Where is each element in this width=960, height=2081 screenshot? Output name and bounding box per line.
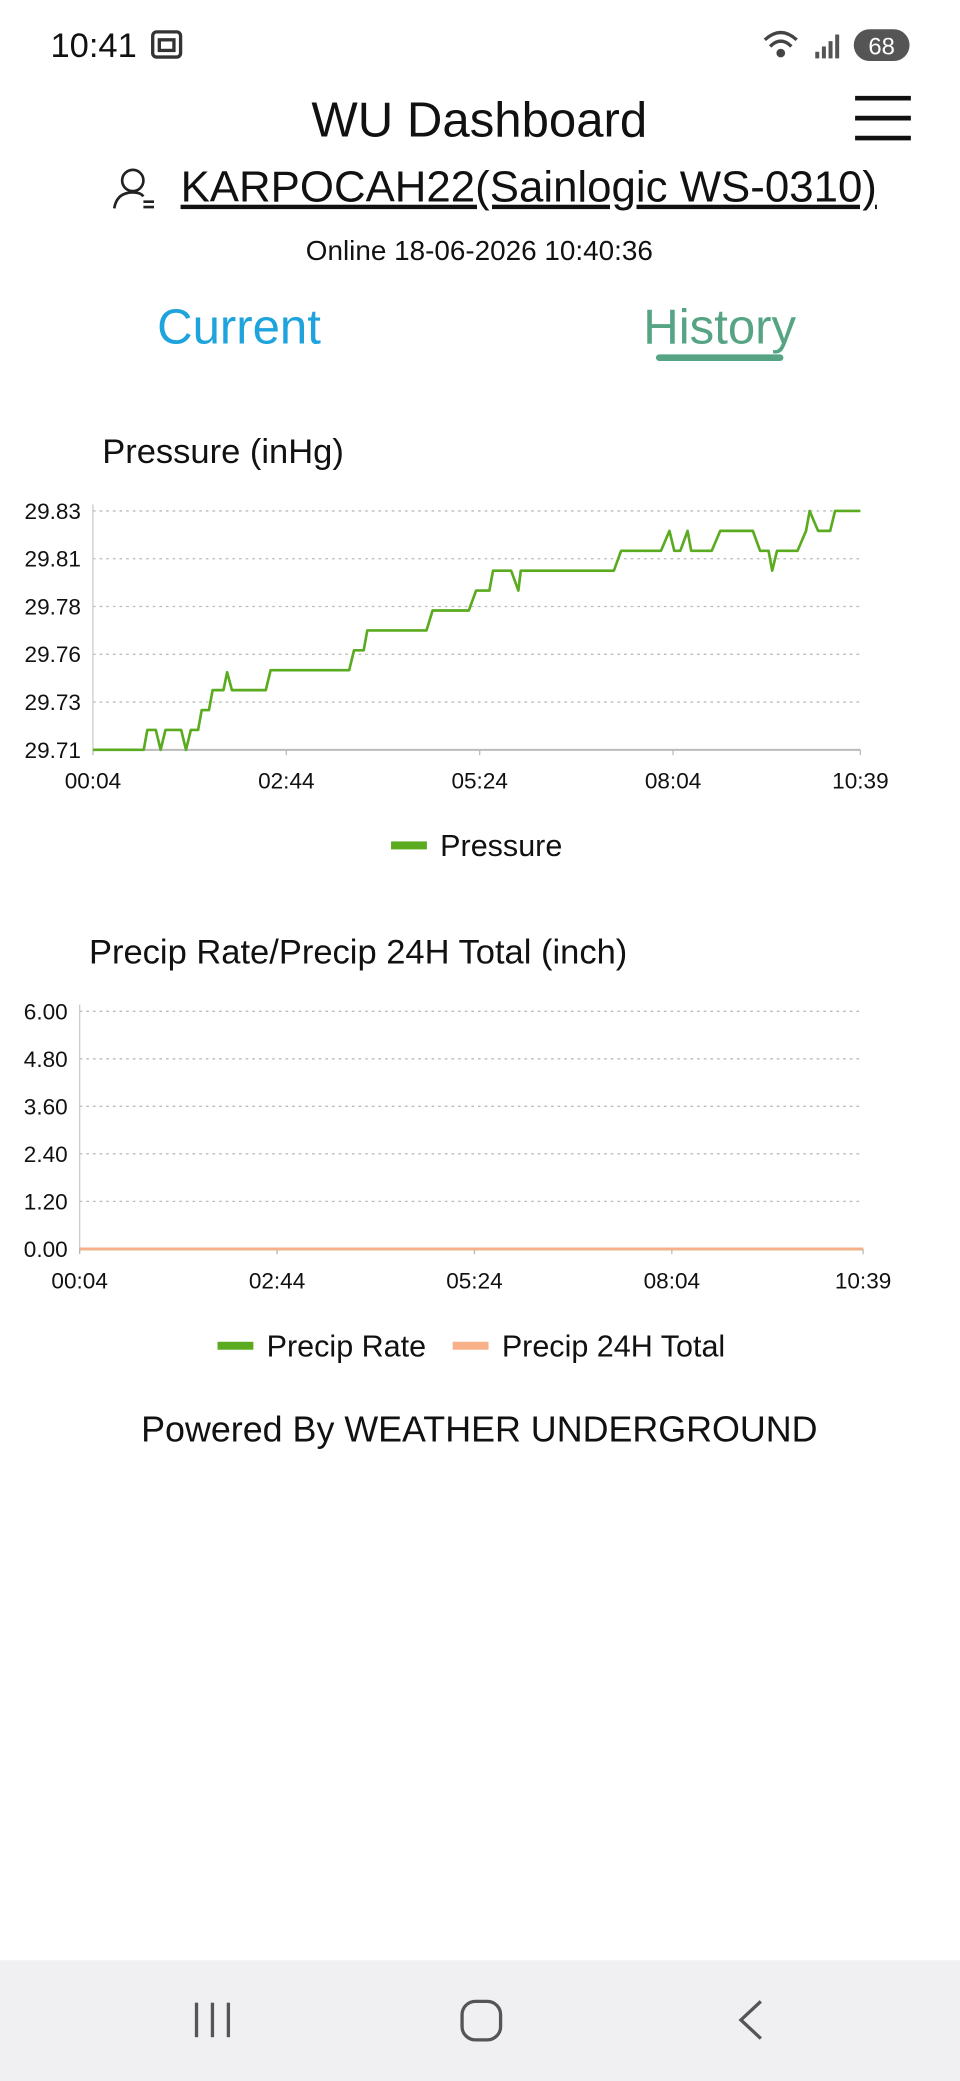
screenshot-icon bbox=[151, 30, 183, 59]
y-tick-label: 1.20 bbox=[24, 1189, 68, 1214]
y-tick-label: 4.80 bbox=[24, 1047, 68, 1072]
user-icon bbox=[112, 168, 155, 209]
x-tick-label: 02:44 bbox=[249, 1269, 305, 1294]
x-tick-label: 00:04 bbox=[65, 768, 121, 793]
tab-current[interactable]: Current bbox=[157, 301, 321, 355]
back-button[interactable] bbox=[738, 2000, 762, 2040]
legend-label: Precip 24H Total bbox=[502, 1329, 725, 1363]
y-tick-label: 29.76 bbox=[25, 642, 81, 667]
chart-title: Precip Rate/Precip 24H Total (inch) bbox=[89, 934, 627, 972]
y-tick-label: 29.73 bbox=[25, 690, 81, 715]
legend: Pressure bbox=[391, 829, 562, 863]
y-tick-label: 0.00 bbox=[24, 1237, 68, 1262]
home-button[interactable] bbox=[460, 1999, 503, 2042]
x-tick-label: 08:04 bbox=[644, 1269, 700, 1294]
x-tick-label: 10:39 bbox=[832, 768, 888, 793]
legend-swatch bbox=[452, 1341, 489, 1350]
tab-history[interactable]: History bbox=[643, 301, 796, 355]
x-tick-label: 00:04 bbox=[51, 1269, 107, 1294]
legend: Precip Rate Precip 24H Total bbox=[217, 1329, 725, 1363]
clock: 10:41 bbox=[50, 27, 136, 65]
y-tick-label: 2.40 bbox=[24, 1142, 68, 1167]
x-tick-label: 10:39 bbox=[835, 1269, 891, 1294]
signal-icon bbox=[815, 34, 840, 59]
y-tick-label: 29.71 bbox=[25, 738, 81, 763]
legend-label: Pressure bbox=[440, 829, 562, 863]
tab-underline bbox=[655, 354, 784, 361]
menu-button[interactable] bbox=[855, 95, 911, 141]
y-tick-label: 29.81 bbox=[25, 547, 81, 572]
data-line bbox=[92, 509, 861, 752]
legend-swatch bbox=[217, 1341, 254, 1350]
online-status: Online 18-06-2026 10:40:36 bbox=[306, 235, 653, 266]
x-tick-label: 05:24 bbox=[446, 1269, 502, 1294]
wifi-icon bbox=[763, 30, 798, 58]
x-tick-label: 02:44 bbox=[258, 768, 314, 793]
footer: Powered By WEATHER UNDERGROUND bbox=[141, 1409, 817, 1449]
charts: Pressure (inHg) 29.71 29.73 29.76 29.78 29.81… bbox=[24, 433, 891, 1363]
x-tick-label: 05:24 bbox=[451, 768, 507, 793]
legend-label: Precip Rate bbox=[267, 1329, 426, 1363]
chart-title: Pressure (inHg) bbox=[102, 433, 344, 471]
nav-bar bbox=[0, 1960, 960, 2081]
y-tick-label: 3.60 bbox=[24, 1094, 68, 1119]
x-tick-label: 08:04 bbox=[645, 768, 701, 793]
y-tick-label: 6.00 bbox=[24, 999, 68, 1024]
recents-button[interactable] bbox=[194, 2002, 231, 2038]
y-tick-label: 29.83 bbox=[25, 499, 81, 524]
legend-swatch bbox=[391, 841, 427, 850]
station-link[interactable]: KARPOCAH22(Sainlogic WS-0310) bbox=[181, 163, 877, 212]
y-tick-label: 29.78 bbox=[25, 594, 81, 619]
battery-level: 68 bbox=[868, 33, 895, 60]
battery-icon bbox=[853, 29, 910, 62]
app-title: WU Dashboard bbox=[311, 94, 647, 148]
